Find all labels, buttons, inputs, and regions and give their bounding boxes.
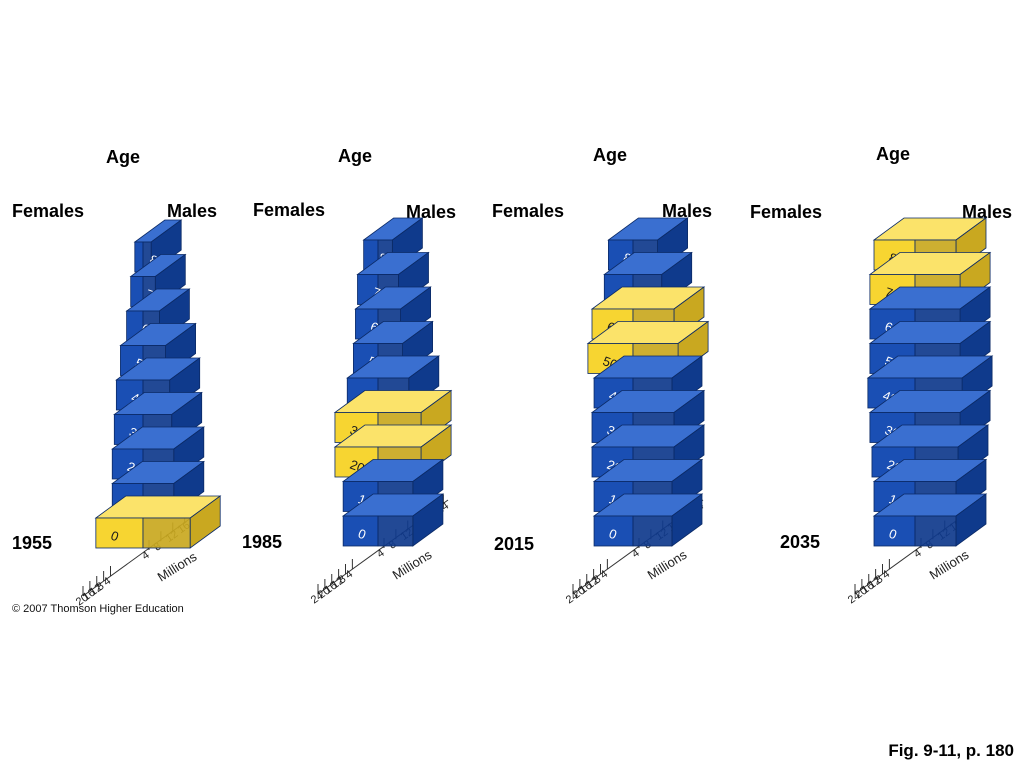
age-bar-0: 0 (341, 493, 445, 547)
tick-label: 4 (101, 575, 113, 588)
males-label: Males (662, 201, 712, 221)
tick-label: 16 (81, 587, 98, 604)
tick-label: 24 (564, 590, 581, 607)
males-label: Males (167, 201, 217, 221)
tick-label: 16 (860, 580, 877, 597)
age-title: Age (338, 146, 372, 166)
tick-label: 16 (323, 580, 340, 597)
age-bar-0: 0 (94, 495, 222, 549)
female-bar (134, 241, 144, 273)
tick-label: 24 (846, 590, 863, 607)
figure-reference: Fig. 9-11, p. 180 (888, 741, 1014, 760)
females-label: Females (750, 202, 822, 222)
tick-label: 8 (336, 573, 348, 586)
tick-label: 4 (880, 568, 892, 581)
millions-label: Millions (390, 547, 435, 583)
females-label: Females (12, 201, 84, 221)
year-label: 1985 (242, 532, 282, 552)
age-bar-0: 0 (872, 493, 988, 547)
female-bar (342, 515, 379, 547)
pyramid-2015: AgeFemalesMales201524201612844812162024M… (492, 145, 712, 606)
pyramid-1985: AgeFemalesMales198524201612844812162024M… (242, 146, 456, 606)
tick-label: 20 (853, 585, 870, 602)
millions-label: Millions (927, 547, 972, 583)
age-group-label: 0 (109, 528, 121, 545)
year-label: 2015 (494, 534, 534, 554)
tick-label: 12 (584, 575, 601, 592)
age-group-label: 0 (887, 526, 899, 543)
tick-label: 20 (571, 585, 588, 602)
age-bar-70: 70 (868, 251, 992, 306)
copyright-notice: © 2007 Thomson Higher Education (12, 603, 184, 615)
millions-label: Millions (155, 549, 200, 585)
female-bar (95, 517, 144, 549)
year-label: 2035 (780, 532, 820, 552)
tick-label: 20 (74, 592, 91, 609)
age-bar-0: 0 (592, 493, 704, 547)
tick-label: 8 (591, 573, 603, 586)
males-label: Males (406, 202, 456, 222)
tick-label: 4 (375, 547, 387, 560)
tick-label: 12 (866, 575, 883, 592)
tick-label: 4 (598, 568, 610, 581)
male-bar (914, 515, 957, 547)
tick-label: 12 (88, 582, 105, 599)
age-group-label: 0 (356, 526, 368, 543)
tick-label: 20 (316, 585, 333, 602)
tick-label: 4 (140, 549, 152, 562)
age-title: Age (876, 144, 910, 164)
male-bar (142, 517, 191, 549)
female-bar (593, 515, 634, 547)
tick-label: 24 (309, 590, 326, 607)
tick-label: 4 (630, 547, 642, 560)
male-bar (632, 515, 673, 547)
year-label: 1955 (12, 533, 52, 553)
tick-label: 8 (873, 573, 885, 586)
tick-label: 8 (94, 580, 106, 593)
pyramid-1955: AgeFemalesMales19552016128448121620Milli… (12, 147, 222, 609)
tick-label: 16 (578, 580, 595, 597)
pyramid-2035: AgeFemalesMales203524201612844812162024M… (750, 144, 1012, 606)
age-title: Age (106, 147, 140, 167)
male-bar (377, 515, 414, 547)
females-label: Females (253, 200, 325, 220)
tick-label: 12 (329, 575, 346, 592)
tick-label: 4 (912, 547, 924, 560)
age-group-label: 0 (607, 526, 619, 543)
females-label: Females (492, 201, 564, 221)
males-label: Males (962, 202, 1012, 222)
female-bar (873, 515, 916, 547)
millions-label: Millions (645, 547, 690, 583)
age-title: Age (593, 145, 627, 165)
tick-label: 4 (343, 568, 355, 581)
